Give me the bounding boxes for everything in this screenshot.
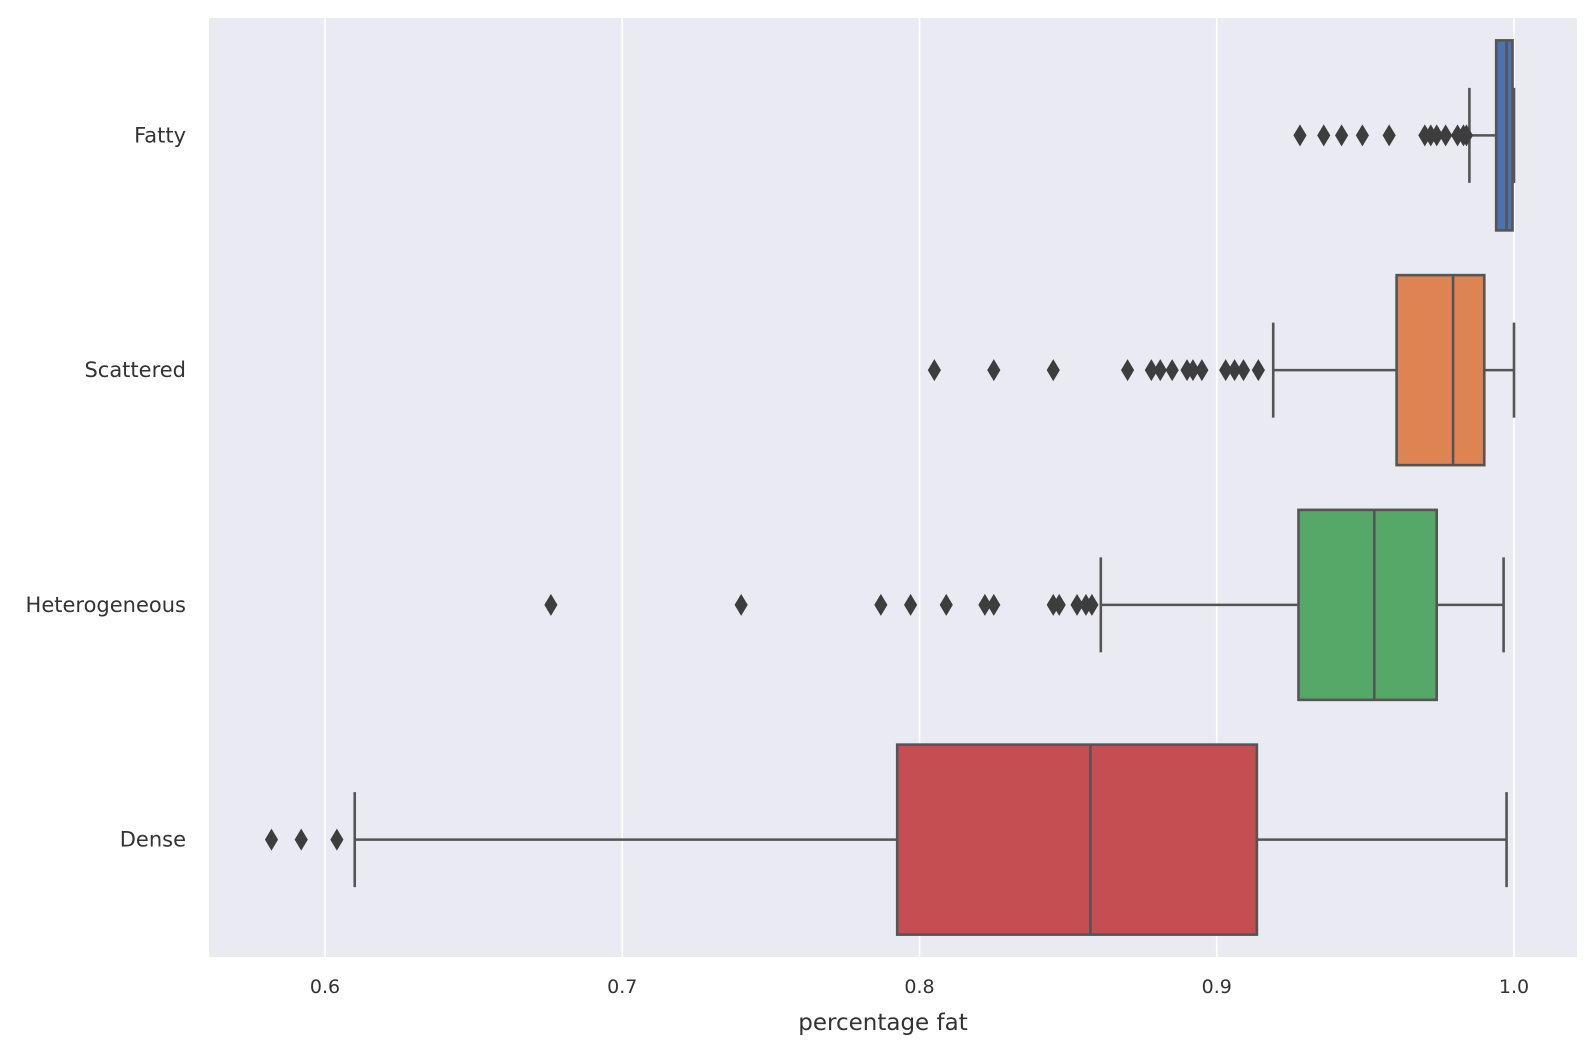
outlier-point bbox=[1165, 359, 1179, 382]
outlier-point bbox=[1046, 359, 1060, 382]
outlier-point bbox=[874, 593, 888, 616]
outlier-point bbox=[1085, 593, 1099, 616]
outlier-point bbox=[987, 593, 1001, 616]
plot-background bbox=[209, 18, 1577, 957]
outlier-point bbox=[1219, 359, 1233, 382]
box-scattered bbox=[1271, 273, 1516, 467]
x-tick-label: 0.8 bbox=[904, 976, 934, 998]
outlier-point bbox=[1459, 124, 1474, 147]
x-tick-label: 1.0 bbox=[1499, 976, 1529, 998]
outlier-point bbox=[1236, 359, 1251, 382]
outlier-point bbox=[1070, 593, 1084, 616]
y-tick-label: Fatty bbox=[134, 123, 186, 147]
box-dense bbox=[353, 743, 1508, 936]
outlier-point bbox=[903, 593, 918, 616]
iqr-box bbox=[1297, 508, 1439, 702]
outlier-point bbox=[544, 593, 558, 616]
outlier-point bbox=[734, 593, 748, 616]
outlier-point bbox=[1052, 593, 1066, 616]
outlier-point bbox=[264, 828, 279, 851]
outlier-point bbox=[987, 359, 1001, 382]
outlier-point bbox=[939, 593, 953, 616]
outlier-point bbox=[1293, 124, 1307, 147]
outlier-point bbox=[1153, 359, 1167, 382]
y-tick-label: Scattered bbox=[84, 358, 186, 382]
outlier-point bbox=[1144, 359, 1158, 382]
outlier-point bbox=[330, 828, 344, 851]
x-tick-label: 0.9 bbox=[1202, 976, 1232, 998]
iqr-box bbox=[1395, 273, 1486, 467]
outlier-point bbox=[1186, 359, 1200, 382]
outlier-point bbox=[1335, 124, 1349, 147]
outlier-point bbox=[1251, 359, 1265, 382]
outlier-point bbox=[294, 828, 308, 851]
box-fatty bbox=[1468, 39, 1516, 232]
box-heterogeneous bbox=[1099, 508, 1505, 702]
outlier-point bbox=[1439, 124, 1453, 147]
x-tick-label: 0.6 bbox=[310, 976, 340, 998]
outlier-point bbox=[1228, 359, 1242, 382]
outlier-point bbox=[1317, 124, 1331, 147]
outlier-point bbox=[978, 593, 992, 616]
iqr-box bbox=[895, 743, 1259, 936]
x-tick-label: 0.7 bbox=[607, 976, 637, 998]
outlier-point bbox=[1382, 124, 1396, 147]
y-tick-label: Dense bbox=[120, 828, 186, 852]
outlier-point bbox=[1355, 124, 1369, 147]
x-axis-title: percentage fat bbox=[798, 1010, 967, 1036]
outlier-point bbox=[1120, 359, 1135, 382]
outlier-point bbox=[1195, 359, 1209, 382]
outlier-point bbox=[927, 359, 941, 382]
outlier-point bbox=[1430, 124, 1444, 147]
iqr-box bbox=[1494, 39, 1514, 232]
y-tick-label: Heterogeneous bbox=[26, 593, 186, 617]
